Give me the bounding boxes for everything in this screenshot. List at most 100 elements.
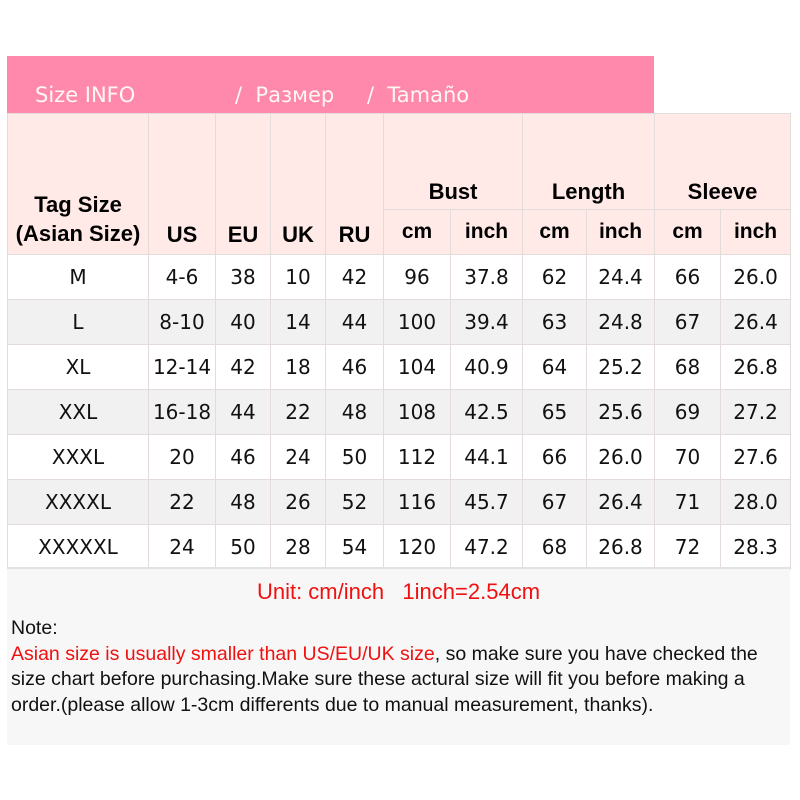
note-title: Note: xyxy=(11,617,58,639)
table-cell: 66 xyxy=(522,434,588,480)
table-cell: 45.7 xyxy=(449,479,524,525)
table-row: XXXXL 22 48 26 52 116 45.7 67 26.4 71 28.0 xyxy=(7,479,792,525)
table-cell: L xyxy=(7,299,149,345)
table-cell: 42 xyxy=(325,254,384,300)
table-cell: XL xyxy=(7,344,149,390)
table-cell: 26 xyxy=(270,479,326,525)
table-row: XXXXXL 24 50 28 54 120 47.2 68 26.8 72 28.3 xyxy=(7,524,792,570)
table-cell: 25.6 xyxy=(586,389,656,435)
table-row: XXL 16-18 44 22 48 108 42.5 65 25.6 69 27.2 xyxy=(7,389,792,435)
table-cell: 26.4 xyxy=(720,299,792,345)
note-body: , so make sure you have checked the size… xyxy=(11,642,758,716)
header-bust-cm: cm xyxy=(383,209,451,255)
banner-title-en: Size INFO xyxy=(35,83,136,107)
table-cell: 14 xyxy=(270,299,326,345)
table-cell: 48 xyxy=(215,479,271,525)
table-cell: 4-6 xyxy=(148,254,216,300)
table-cell: 40.9 xyxy=(449,344,524,390)
header-us: US xyxy=(148,113,216,255)
table-cell: XXL xyxy=(7,389,149,435)
table-cell: 68 xyxy=(654,344,722,390)
table-cell: 27.6 xyxy=(720,434,792,480)
table-cell: 120 xyxy=(383,524,451,570)
table-cell: 47.2 xyxy=(449,524,524,570)
table-cell: 44.1 xyxy=(449,434,524,480)
table-cell: 24 xyxy=(148,524,216,570)
table-cell: 70 xyxy=(654,434,722,480)
table-cell: 26.0 xyxy=(720,254,792,300)
table-cell: 68 xyxy=(522,524,588,570)
table-cell: 25.2 xyxy=(586,344,656,390)
table-cell: 66 xyxy=(654,254,722,300)
table-cell: 65 xyxy=(522,389,588,435)
table-row: XL 12-14 42 18 46 104 40.9 64 25.2 68 26.8 xyxy=(7,344,792,390)
header-length-inch: inch xyxy=(586,209,656,255)
table-cell: XXXXL xyxy=(7,479,149,525)
header-length: Length xyxy=(522,113,656,210)
banner-title-ru: / Размер xyxy=(235,83,335,107)
table-cell: 26.8 xyxy=(720,344,792,390)
table-cell: 116 xyxy=(383,479,451,525)
table-cell: 42 xyxy=(215,344,271,390)
note-section: Note: Asian size is usually smaller than… xyxy=(7,614,790,745)
table-cell: XXXXXL xyxy=(7,524,149,570)
table-cell: M xyxy=(7,254,149,300)
table-cell: 28.3 xyxy=(720,524,792,570)
table-row: L 8-10 40 14 44 100 39.4 63 24.8 67 26.4 xyxy=(7,299,792,345)
header-sleeve-inch: inch xyxy=(720,209,792,255)
table-row: XXXL 20 46 24 50 112 44.1 66 26.0 70 27.6 xyxy=(7,434,792,480)
table-cell: 71 xyxy=(654,479,722,525)
table-cell: 62 xyxy=(522,254,588,300)
table-cell: 112 xyxy=(383,434,451,480)
table-cell: 44 xyxy=(325,299,384,345)
table-cell: 26.0 xyxy=(586,434,656,480)
table-cell: 16-18 xyxy=(148,389,216,435)
table-cell: 96 xyxy=(383,254,451,300)
header-length-cm: cm xyxy=(522,209,588,255)
table-cell: 108 xyxy=(383,389,451,435)
header-bust-inch: inch xyxy=(449,209,524,255)
table-cell: 54 xyxy=(325,524,384,570)
table-cell: 104 xyxy=(383,344,451,390)
table-cell: 24 xyxy=(270,434,326,480)
table-cell: 72 xyxy=(654,524,722,570)
table-cell: 24.8 xyxy=(586,299,656,345)
table-cell: 28.0 xyxy=(720,479,792,525)
table-cell: 50 xyxy=(325,434,384,480)
table-cell: 10 xyxy=(270,254,326,300)
table-cell: 22 xyxy=(270,389,326,435)
table-cell: 67 xyxy=(522,479,588,525)
banner-title-es: / Tamaño xyxy=(367,83,470,107)
table-cell: 52 xyxy=(325,479,384,525)
table-cell: 38 xyxy=(215,254,271,300)
header-bust: Bust xyxy=(382,113,524,210)
note-warning: Asian size is usually smaller than US/EU… xyxy=(11,642,435,665)
table-row: M 4-6 38 10 42 96 37.8 62 24.4 66 26.0 xyxy=(7,254,792,300)
table-cell: 22 xyxy=(148,479,216,525)
table-cell: 50 xyxy=(215,524,271,570)
table-cell: 63 xyxy=(522,299,588,345)
table-cell: 18 xyxy=(270,344,326,390)
table-cell: 26.8 xyxy=(586,524,656,570)
table-cell: 24.4 xyxy=(586,254,656,300)
table-cell: 39.4 xyxy=(449,299,524,345)
table-cell: 100 xyxy=(383,299,451,345)
table-cell: 48 xyxy=(325,389,384,435)
header-sleeve: Sleeve xyxy=(654,113,792,210)
table-cell: 37.8 xyxy=(449,254,524,300)
table-cell: 28 xyxy=(270,524,326,570)
header-eu: EU xyxy=(215,113,271,255)
table-cell: 64 xyxy=(522,344,588,390)
header-uk: UK xyxy=(270,113,326,255)
table-cell: 26.4 xyxy=(586,479,656,525)
table-cell: 42.5 xyxy=(449,389,524,435)
table-cell: XXXL xyxy=(7,434,149,480)
unit-note: Unit: cm/inch 1inch=2.54cm xyxy=(7,567,790,616)
table-cell: 67 xyxy=(654,299,722,345)
size-table: Tag Size (Asian Size) US EU UK RU Bust L… xyxy=(7,113,792,570)
table-cell: 8-10 xyxy=(148,299,216,345)
table-cell: 69 xyxy=(654,389,722,435)
header-tag-size: Tag Size (Asian Size) xyxy=(7,113,149,255)
table-cell: 44 xyxy=(215,389,271,435)
size-info-banner: Size INFO / Размер / Tamaño xyxy=(7,56,654,113)
